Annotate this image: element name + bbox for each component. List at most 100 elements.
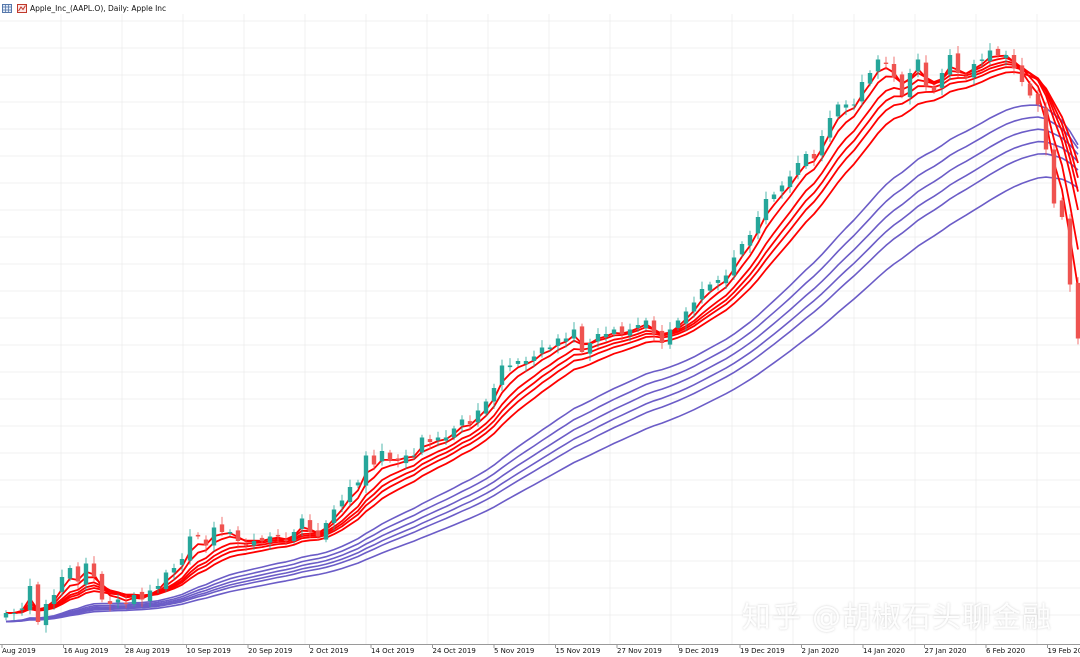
candle-body <box>539 347 545 354</box>
candle-body <box>811 154 817 159</box>
candle-body <box>179 559 185 565</box>
candle-body <box>1043 107 1049 150</box>
candle-body <box>1067 218 1073 285</box>
x-tick-label: 28 Aug 2019 <box>125 647 170 655</box>
candle-body <box>435 437 441 441</box>
candle-body <box>803 154 809 167</box>
candle-body <box>499 365 505 385</box>
candle-body <box>675 320 681 328</box>
chart-grid-icon[interactable] <box>2 3 12 13</box>
candle-body <box>347 487 353 503</box>
candle-body <box>995 48 1001 55</box>
candle-body <box>851 104 857 106</box>
candle-body <box>1027 83 1033 96</box>
candle-body <box>11 613 17 614</box>
candle-body <box>595 334 601 342</box>
candle-body <box>275 534 281 537</box>
candle-body <box>1059 200 1065 217</box>
candle-body <box>963 76 969 78</box>
candle-body <box>211 527 217 546</box>
candle-body <box>203 539 209 546</box>
candle-body <box>763 199 769 221</box>
short-ema-10 <box>6 63 1079 614</box>
candle-body <box>979 59 985 61</box>
candle-body <box>363 455 369 486</box>
x-tick-label: 20 Sep 2019 <box>248 647 292 655</box>
candle-body <box>243 544 249 546</box>
candle-body <box>915 59 921 72</box>
candle-body <box>1035 93 1041 105</box>
candle-body <box>403 455 409 464</box>
candle-body <box>1011 55 1017 69</box>
x-tick-label: 2 Oct 2019 <box>310 647 349 655</box>
candle-body <box>627 329 633 336</box>
candle-body <box>411 455 417 457</box>
candle-body <box>115 599 121 603</box>
candle-body <box>955 53 961 73</box>
candle-body <box>139 591 145 600</box>
candle-body <box>19 608 25 610</box>
candle-body <box>923 62 929 87</box>
candle-body <box>99 573 105 600</box>
candle-body <box>219 524 225 532</box>
candle-body <box>907 73 913 98</box>
candle-body <box>891 64 897 78</box>
candle-body <box>1019 65 1025 82</box>
candle-body <box>443 437 449 441</box>
x-axis: Aug 2019 16 Aug 2019 28 Aug 2019 10 Sep 201… <box>1 644 1080 655</box>
candle-body <box>603 334 609 338</box>
candle-body <box>451 428 457 438</box>
candle-body <box>1075 282 1080 339</box>
candle-body <box>1051 149 1057 204</box>
long-ema-50 <box>5 153 1079 623</box>
candle-body <box>291 532 297 541</box>
candle-body <box>267 536 273 543</box>
candle-body <box>43 604 49 626</box>
candle-body <box>659 330 665 343</box>
short-ema-15 <box>6 71 1079 614</box>
candle-body <box>683 311 689 324</box>
candle-body <box>371 455 377 465</box>
long-ema-35 <box>5 116 1079 623</box>
candle-body <box>459 419 465 426</box>
candle-body <box>651 320 657 334</box>
candle-body <box>779 185 785 192</box>
x-tick-label: Aug 2019 <box>2 647 36 655</box>
candle-body <box>755 217 761 234</box>
candlesticks <box>3 43 1080 633</box>
candle-body <box>147 590 153 602</box>
candle-body <box>715 280 721 283</box>
candle-body <box>531 356 537 361</box>
candle-body <box>875 59 881 72</box>
candle-body <box>331 509 337 523</box>
candle-body <box>35 584 41 622</box>
candle-body <box>315 530 321 537</box>
chart-title-bar: Apple_Inc_(AAPL.O), Daily: Apple Inc <box>0 0 166 16</box>
candle-body <box>395 458 401 460</box>
candle-body <box>467 421 473 424</box>
candle-body <box>827 118 833 138</box>
candle-body <box>971 64 977 78</box>
long-ema-ribbon <box>5 104 1079 623</box>
candle-body <box>59 577 65 592</box>
candle-body <box>379 451 385 462</box>
candle-body <box>859 82 865 102</box>
candle-body <box>691 302 697 312</box>
short-ema-12 <box>6 66 1079 614</box>
candle-body <box>523 361 529 365</box>
candle-body <box>83 563 89 585</box>
candle-body <box>283 539 289 541</box>
candle-body <box>227 532 233 534</box>
candle-body <box>643 320 649 329</box>
x-tick-label: 6 Feb 2020 <box>986 647 1025 655</box>
candle-body <box>1003 55 1009 59</box>
chart-type-icon[interactable] <box>17 3 27 13</box>
candle-body <box>51 595 57 604</box>
candle-body <box>579 326 585 352</box>
candle-body <box>515 361 521 364</box>
x-tick-label: 24 Oct 2019 <box>433 647 476 655</box>
candle-body <box>171 568 177 573</box>
candle-body <box>747 235 753 246</box>
candle-body <box>355 482 361 486</box>
x-tick-label: 27 Jan 2020 <box>925 647 967 655</box>
